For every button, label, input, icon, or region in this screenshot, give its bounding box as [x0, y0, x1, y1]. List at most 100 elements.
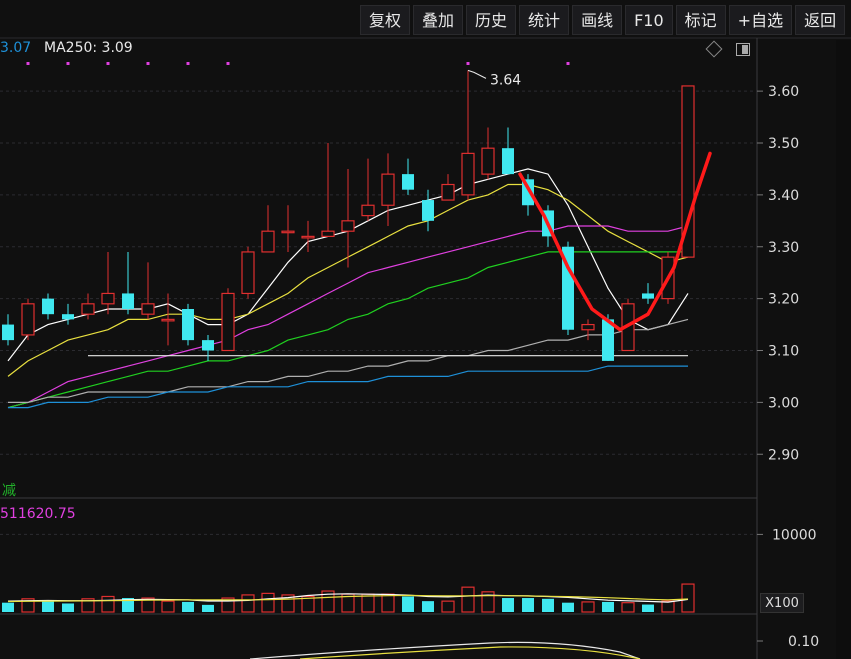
toolbar-button-statistics[interactable]: 统计: [519, 5, 570, 35]
candle-body-up: [141, 303, 155, 315]
candle-body-up: [361, 204, 375, 217]
candle-body-down: [122, 293, 134, 309]
candle: [21, 298, 35, 341]
volume-bar-up: [301, 595, 315, 613]
candle: [361, 158, 375, 221]
toolbar-button-fuquan[interactable]: 复权: [360, 5, 411, 35]
toolbar-button-mark[interactable]: 标记: [675, 5, 726, 35]
volume-bar-down: [522, 598, 534, 612]
volume-bar-up: [381, 593, 395, 613]
price-tick-label: 2.90: [768, 447, 799, 463]
candle: [42, 293, 54, 320]
candle: [642, 283, 654, 304]
volume-bar-down: [502, 598, 514, 612]
toolbar-button-add-watchlist[interactable]: +自选: [728, 5, 793, 35]
volume-bar-up: [661, 600, 675, 613]
toolbar: 复权 叠加 历史 统计 画线 F10 标记 +自选 返回: [360, 5, 848, 35]
volume-bar-up: [581, 601, 595, 613]
candle-body-up: [341, 220, 355, 232]
candle: [182, 303, 194, 346]
candle: [301, 220, 315, 252]
volume-bar-down: [42, 600, 54, 612]
candle: [481, 127, 495, 180]
price-tick-label: 3.50: [768, 136, 799, 152]
candle-body-up: [481, 147, 495, 175]
candle: [381, 153, 395, 226]
candle-body-up: [381, 173, 395, 206]
volume-bar-up: [261, 592, 275, 613]
chart-grid: [0, 37, 851, 659]
price-tick-label: 3.60: [768, 84, 799, 100]
ma250-label: MA250: 3.09: [44, 40, 133, 56]
candle-body-up: [321, 230, 335, 237]
volume-bar-down: [122, 598, 134, 612]
candle-body-down: [602, 319, 614, 361]
price-axis: 3.60 3.50 3.40 3.30 3.20 3.10 3.00 2.90 10000 0.1…: [757, 84, 819, 650]
u-shape-annotation: [518, 151, 712, 332]
candle-body-down: [422, 200, 434, 221]
toolbar-button-f10[interactable]: F10: [625, 5, 673, 35]
candle: [261, 205, 275, 253]
oscillator-line-yellow: [299, 646, 641, 659]
oscillator-tick-label: 0.10: [788, 634, 819, 650]
signal-marker: [186, 62, 190, 65]
volume-bar-down: [642, 604, 654, 612]
signal-marker: [226, 62, 230, 65]
volume-multiplier-button[interactable]: X100: [760, 593, 804, 613]
volume-bar-down: [62, 603, 74, 612]
candle-body-up: [161, 318, 175, 322]
volume-bar-up: [441, 600, 455, 613]
candle: [2, 314, 14, 346]
volume-bar-up: [621, 602, 635, 613]
candle-body-up: [461, 152, 475, 196]
candle-body-down: [642, 293, 654, 299]
volume-bar-up: [461, 586, 475, 613]
candle: [202, 334, 214, 361]
candle: [81, 293, 95, 320]
toolbar-button-history[interactable]: 历史: [466, 5, 517, 35]
candle-body-down: [42, 298, 54, 315]
volume-bar-down: [542, 598, 554, 612]
panel-toggle-icon[interactable]: [736, 43, 750, 56]
volume-bar-up: [241, 594, 255, 613]
volume-bar-up: [81, 598, 95, 613]
candle: [221, 288, 235, 352]
annotation-layer: [518, 151, 712, 332]
volume-bar-up: [681, 583, 695, 613]
candle: [281, 205, 295, 252]
volume-ma10-line: [7, 594, 689, 603]
candle: [422, 189, 434, 232]
signal-marker: [66, 62, 70, 65]
signal-marker: [106, 62, 110, 65]
candle-body-up: [441, 183, 455, 201]
candle: [562, 241, 574, 335]
candle: [441, 174, 455, 201]
candle: [141, 262, 155, 320]
toolbar-button-overlay[interactable]: 叠加: [413, 5, 464, 35]
price-tick-label: 3.30: [768, 240, 799, 256]
price-tick-label: 3.20: [768, 292, 799, 308]
candle: [122, 251, 134, 315]
volume-indicator-value: 511620.75: [0, 506, 76, 522]
ma-prev-value: 3.07: [0, 40, 32, 56]
candle: [321, 143, 335, 237]
price-panel: 3.64: [2, 62, 695, 409]
candle-body-down: [62, 314, 74, 320]
candle: [341, 168, 355, 268]
candle-body-up: [241, 251, 255, 295]
volume-tick-label: 10000: [772, 527, 817, 543]
toolbar-button-back[interactable]: 返回: [795, 5, 846, 35]
candle-body-down: [402, 174, 414, 190]
candle: [461, 70, 475, 201]
price-tick-label: 3.00: [768, 395, 799, 411]
volume-bar-down: [562, 602, 574, 612]
candle-body-up: [221, 292, 235, 352]
volume-panel: [2, 583, 695, 659]
price-ma250-line: [8, 365, 688, 409]
candle-body-down: [502, 148, 514, 175]
candle-body-down: [2, 324, 14, 341]
toolbar-button-draw-line[interactable]: 画线: [572, 5, 623, 35]
volume-bar-up: [361, 593, 375, 613]
candle: [62, 303, 74, 325]
